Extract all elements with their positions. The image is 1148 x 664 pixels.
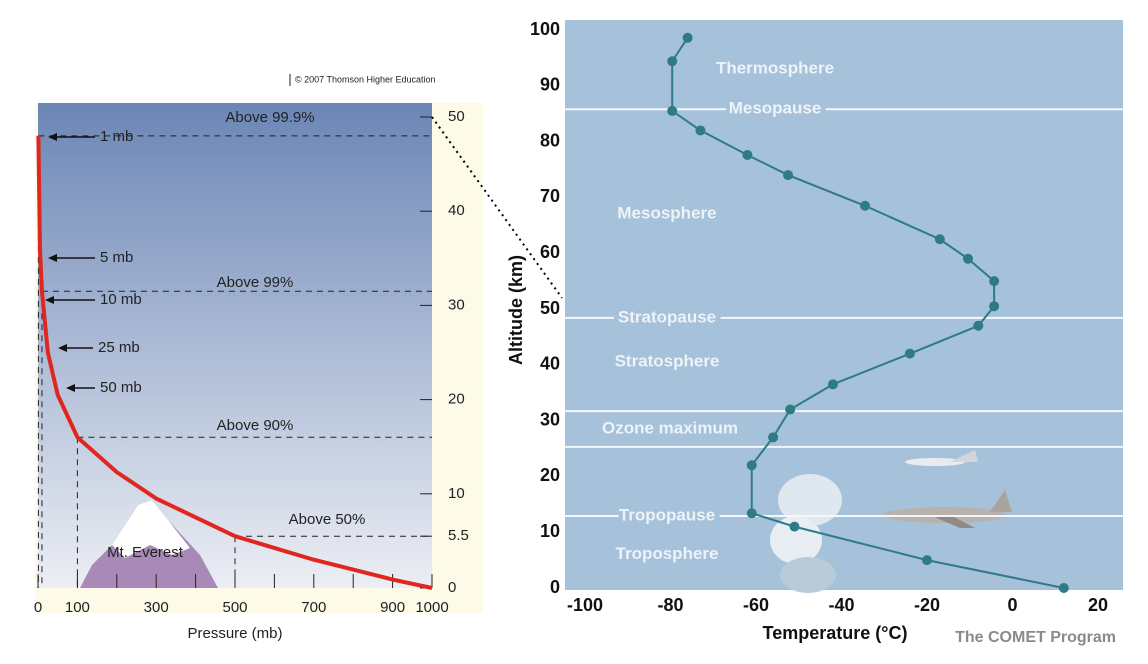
right-plot-area bbox=[565, 20, 1123, 590]
y-tick-label: 70 bbox=[540, 186, 560, 206]
credit: The COMET Program bbox=[955, 629, 1116, 646]
layer-label: Stratopause bbox=[618, 307, 716, 326]
y-tick-label: 20 bbox=[448, 391, 465, 408]
credit: © 2007 Thomson Higher Education bbox=[295, 74, 436, 84]
x-tick-label: 0 bbox=[34, 599, 42, 616]
y-tick-label: 40 bbox=[448, 202, 465, 219]
layer-label: Mesopause bbox=[729, 99, 822, 118]
data-point bbox=[789, 521, 800, 532]
data-point bbox=[667, 56, 678, 67]
x-tick-label: 700 bbox=[301, 599, 326, 616]
y-tick-label: 100 bbox=[530, 19, 560, 39]
layer-label: Ozone maximum bbox=[602, 418, 738, 437]
x-tick-label: 300 bbox=[144, 599, 169, 616]
layer-label: Mesosphere bbox=[617, 204, 716, 223]
annotation: Above 90% bbox=[217, 417, 294, 434]
y-tick-label: 40 bbox=[540, 354, 560, 374]
layer-label: Stratosphere bbox=[615, 351, 720, 370]
arrow-head bbox=[48, 133, 57, 141]
x-tick-label: -100 bbox=[567, 595, 603, 615]
x-tick-label: 20 bbox=[1088, 595, 1108, 615]
data-point bbox=[989, 276, 1000, 287]
layer-label: Tropopause bbox=[619, 506, 715, 525]
data-point bbox=[667, 105, 678, 116]
x-tick-label: 1000 bbox=[415, 599, 448, 616]
arrow-head bbox=[58, 344, 67, 352]
x-tick-label: -60 bbox=[743, 595, 769, 615]
y-tick-label: 50 bbox=[540, 298, 560, 318]
pressure-curve bbox=[36, 135, 433, 590]
x-tick-label: -20 bbox=[914, 595, 940, 615]
data-point bbox=[934, 234, 945, 245]
annotation: Above 99% bbox=[217, 274, 294, 291]
x-tick-label: -40 bbox=[828, 595, 854, 615]
data-point bbox=[1058, 583, 1069, 593]
y-tick-label: 90 bbox=[540, 75, 560, 95]
x-tick-label: 100 bbox=[65, 599, 90, 616]
data-point bbox=[785, 404, 796, 415]
data-point bbox=[922, 555, 932, 566]
arrow-head bbox=[66, 384, 75, 392]
y-tick-label: 5.5 bbox=[448, 527, 469, 544]
arrow-head bbox=[45, 296, 54, 304]
jet-icon bbox=[905, 450, 978, 466]
annotation: 25 mb bbox=[98, 339, 140, 356]
data-point bbox=[989, 301, 1000, 312]
x-axis-label: Temperature (°C) bbox=[763, 623, 908, 643]
x-tick-label: 0 bbox=[1007, 595, 1017, 615]
mountain-snow bbox=[112, 500, 190, 558]
arrow-head bbox=[48, 254, 57, 262]
y-tick-label: 30 bbox=[540, 409, 560, 429]
y-tick-label: 20 bbox=[540, 465, 560, 485]
data-point bbox=[746, 460, 757, 471]
data-point bbox=[783, 170, 794, 181]
cloud bbox=[770, 474, 842, 593]
annotation: 1 mb bbox=[100, 128, 133, 145]
y-tick-label: 0 bbox=[448, 579, 456, 596]
y-tick-label: 0 bbox=[550, 577, 560, 597]
data-point bbox=[904, 348, 915, 359]
connector bbox=[431, 116, 563, 299]
data-point bbox=[973, 320, 984, 331]
layer-label: Thermosphere bbox=[716, 59, 834, 78]
data-point bbox=[768, 432, 779, 443]
y-tick-label: 50 bbox=[448, 108, 465, 125]
y-axis-label: Altitude (km) bbox=[506, 255, 526, 365]
y-tick-label: 30 bbox=[448, 296, 465, 313]
y-tick-label: 60 bbox=[540, 242, 560, 262]
x-axis-label: Pressure (mb) bbox=[187, 625, 282, 642]
x-tick-label: 500 bbox=[222, 599, 247, 616]
data-point bbox=[695, 125, 706, 136]
y-tick-label: 10 bbox=[448, 485, 465, 502]
annotation: 50 mb bbox=[100, 379, 142, 396]
data-point bbox=[682, 32, 693, 43]
annotation: Above 99.9% bbox=[225, 109, 314, 126]
data-point bbox=[963, 253, 974, 264]
data-point bbox=[827, 379, 838, 390]
y-tick-label: 10 bbox=[540, 521, 560, 541]
annotation: Above 50% bbox=[289, 511, 366, 528]
data-point bbox=[860, 200, 871, 211]
layer-label: Troposphere bbox=[616, 544, 719, 563]
annotation: 5 mb bbox=[100, 249, 133, 266]
y-tick-label: 80 bbox=[540, 130, 560, 150]
annotation: 10 mb bbox=[100, 291, 142, 308]
airliner-icon bbox=[883, 490, 1012, 528]
data-point bbox=[742, 149, 753, 160]
landmark-label: Mt. Everest bbox=[107, 544, 184, 561]
x-tick-label: -80 bbox=[657, 595, 683, 615]
x-tick-label: 900 bbox=[380, 599, 405, 616]
data-point bbox=[746, 508, 757, 519]
left-plot-area bbox=[38, 103, 432, 588]
